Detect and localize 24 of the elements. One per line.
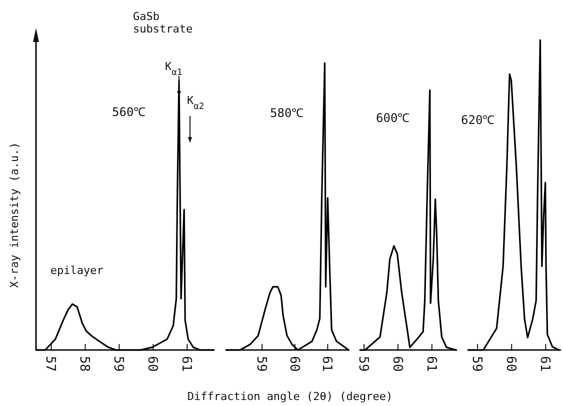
x-tick-label: 59 (254, 356, 269, 372)
x-tick-label: 57 (42, 356, 58, 372)
annotation: epilayer (50, 264, 104, 278)
x-tick-label: 60 (389, 356, 404, 372)
annotation: K$_{α2}$ (187, 94, 204, 112)
x-tick-label: 61 (178, 356, 194, 372)
text: 560℃ (112, 105, 146, 119)
x-tick-label: 61 (423, 356, 438, 372)
text: 600℃ (376, 111, 410, 125)
y-axis-title: X-ray intensity (a.u.) (8, 142, 21, 288)
x-tick-label: 59 (468, 356, 484, 372)
text: 620℃ (461, 113, 495, 127)
x-tick-label: 59 (110, 356, 126, 372)
x-tick-label: 59 (356, 356, 371, 372)
x-tick-label: 61 (537, 356, 552, 372)
x-axis-title: Diffraction angle (2θ) (degree) (187, 390, 393, 403)
x-tick-label: 60 (144, 356, 160, 372)
x-tick-label: 60 (503, 356, 518, 372)
annotation: K$_{α1}$ (165, 60, 182, 78)
x-tick-label: 61 (319, 356, 334, 372)
x-tick-label: 58 (76, 356, 92, 372)
text: 580℃ (270, 106, 304, 120)
x-tick-label: 60 (286, 356, 302, 372)
text: GaSb substrate (133, 10, 193, 36)
